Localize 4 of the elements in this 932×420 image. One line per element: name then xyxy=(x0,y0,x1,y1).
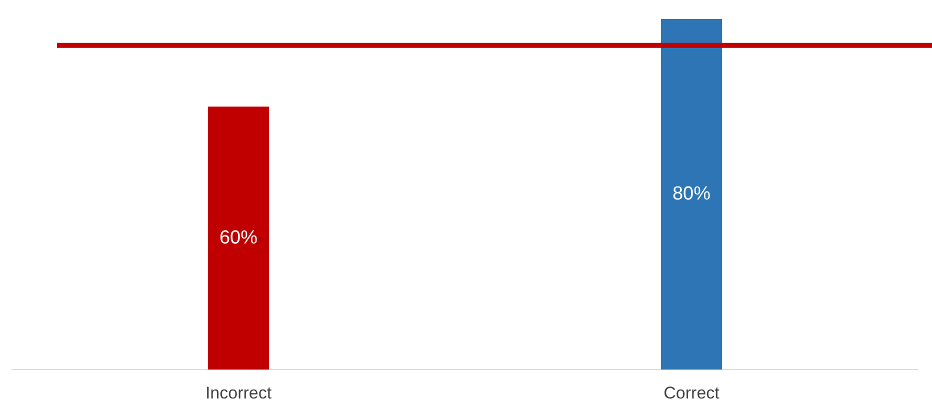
x-tick-label: Incorrect xyxy=(205,383,272,402)
data-label: 60% xyxy=(219,227,258,248)
data-label: 80% xyxy=(672,184,711,205)
x-tick-label: Correct xyxy=(664,383,720,402)
